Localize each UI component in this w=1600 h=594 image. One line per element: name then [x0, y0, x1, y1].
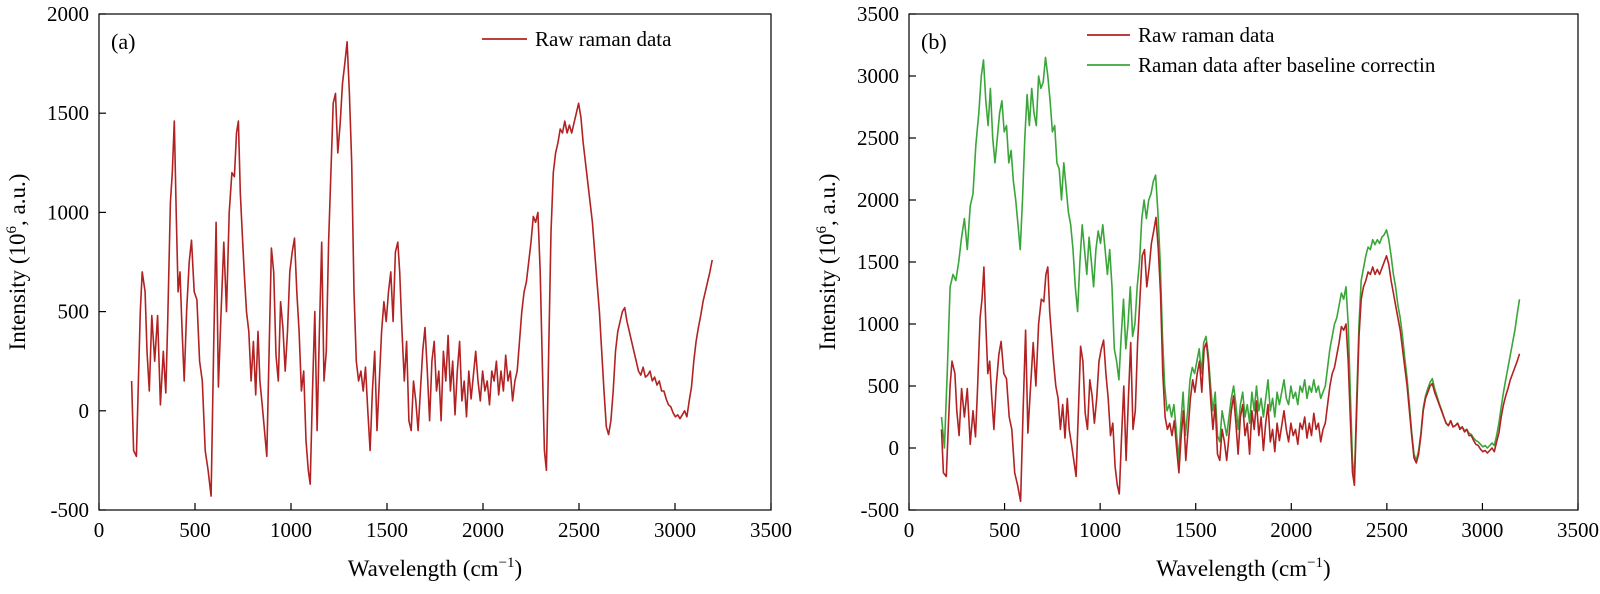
plot-area-frame [908, 13, 1579, 511]
legend-label-1: Raw raman data [535, 27, 672, 51]
y-tick-label: 500 [868, 374, 900, 398]
y-tick-label: 2000 [47, 2, 89, 26]
y-axis-label: Intensity (106, a.u.) [814, 174, 840, 351]
y-tick-label: -500 [51, 498, 90, 522]
y-tick-label: 2000 [857, 188, 899, 212]
y-tick-label: 0 [889, 436, 900, 460]
y-tick-label: -500 [861, 498, 900, 522]
x-tick-label: 3500 [750, 518, 792, 542]
chart-panel-a: 0 500 1000 1500 2000 2500 3000 3500-50005001000… [4, 2, 792, 581]
y-axis-label: Intensity (106, a.u.) [4, 174, 30, 351]
x-tick-label: 2000 [462, 518, 504, 542]
legend-label-1: Raw raman data [1138, 23, 1275, 47]
x-tick-label: 2000 [1270, 518, 1312, 542]
x-tick-label: 1000 [270, 518, 312, 542]
y-tick-label: 1500 [47, 101, 89, 125]
x-tick-label: 1500 [366, 518, 408, 542]
panel-label: (b) [921, 29, 947, 54]
x-axis-label: Wavelength (cm−1) [1156, 555, 1330, 581]
x-tick-label: 500 [179, 518, 211, 542]
x-tick-label: 500 [989, 518, 1021, 542]
chart-panel-b: 0 500 1000 1500 2000 2500 3000 3500-50005001000… [814, 2, 1599, 581]
x-tick-label: 0 [94, 518, 105, 542]
x-tick-label: 3500 [1557, 518, 1599, 542]
x-axis-label: Wavelength (cm−1) [348, 555, 522, 581]
legend-label-2: Raman data after baseline correctin [1138, 53, 1436, 77]
y-tick-label: 500 [58, 300, 90, 324]
y-tick-label: 3500 [857, 2, 899, 26]
y-tick-label: 1500 [857, 250, 899, 274]
plot-area-frame [98, 13, 772, 511]
x-tick-label: 1000 [1079, 518, 1121, 542]
y-tick-label: 0 [79, 399, 90, 423]
y-tick-label: 2500 [857, 126, 899, 150]
x-tick-label: 1500 [1175, 518, 1217, 542]
x-tick-label: 3000 [654, 518, 696, 542]
y-tick-label: 1000 [857, 312, 899, 336]
y-tick-label: 3000 [857, 64, 899, 88]
series-line-1 [130, 41, 713, 497]
x-tick-label: 2500 [558, 518, 600, 542]
x-tick-label: 2500 [1366, 518, 1408, 542]
x-tick-label: 0 [904, 518, 915, 542]
panel-label: (a) [111, 29, 135, 54]
y-tick-label: 1000 [47, 200, 89, 224]
series-line-1 [940, 216, 1521, 503]
x-tick-label: 3000 [1461, 518, 1503, 542]
